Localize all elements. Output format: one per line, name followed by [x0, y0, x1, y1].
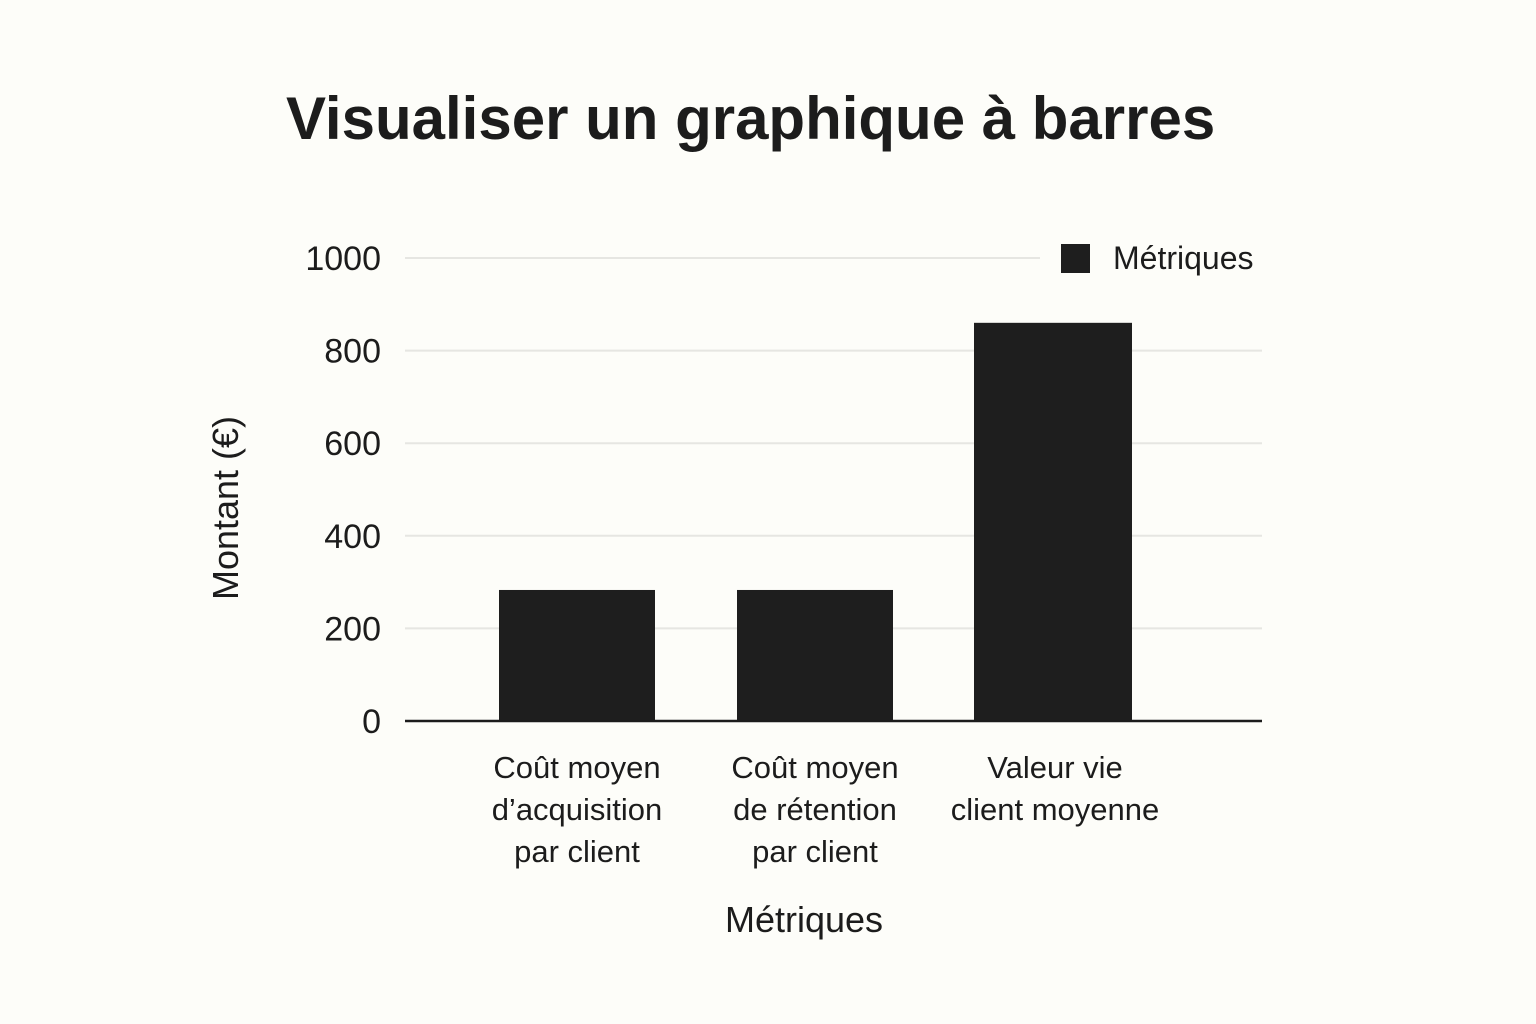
y-tick-label: 200: [324, 610, 381, 648]
bar: [499, 589, 655, 721]
y-tick-label: 800: [324, 333, 381, 371]
chart-title: Visualiser un graphique à barres: [286, 85, 1215, 152]
gridlines: [405, 257, 1262, 630]
x-tick-label: par client: [514, 834, 640, 869]
x-axis-label: Métriques: [725, 899, 883, 940]
bar: [737, 589, 893, 721]
x-category-labels: Coût moyen d’acquisition par client Coût mo…: [492, 750, 1160, 869]
x-tick-label: Valeur vie: [987, 750, 1123, 785]
x-tick-label: Coût moyen: [493, 750, 660, 785]
bar: [974, 322, 1132, 721]
x-tick-label: client moyenne: [951, 792, 1160, 827]
x-tick-label: par client: [752, 834, 878, 869]
y-tick-label: 0: [362, 703, 381, 741]
legend-label: Métriques: [1113, 240, 1254, 276]
bars: [499, 322, 1132, 721]
y-axis-label: Montant (€): [205, 416, 246, 600]
legend-swatch: [1061, 244, 1090, 273]
y-tick-label: 1000: [305, 240, 381, 278]
y-tick-label: 600: [324, 425, 381, 463]
x-tick-label: d’acquisition: [492, 792, 663, 827]
x-tick-label: Coût moyen: [731, 750, 898, 785]
x-tick-label: de rétention: [733, 792, 897, 827]
y-tick-label: 400: [324, 518, 381, 556]
y-tick-labels: 0 200 400 600 800 1000: [305, 240, 381, 741]
legend: Métriques: [1061, 240, 1254, 276]
